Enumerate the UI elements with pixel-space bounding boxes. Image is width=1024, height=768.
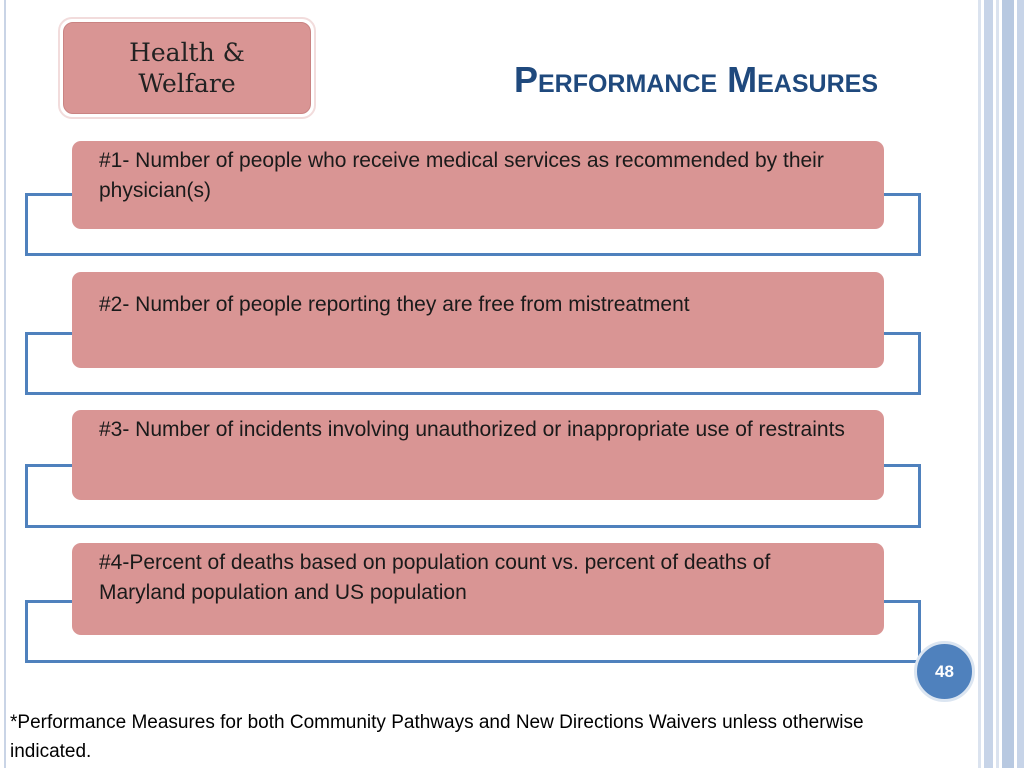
measure-card-2: #2- Number of people reporting they are … bbox=[72, 272, 884, 368]
measure-3-frame-cap-right bbox=[884, 464, 921, 467]
section-tag-label: Health & Welfare bbox=[129, 38, 245, 98]
measure-card-3: #3- Number of incidents involving unauth… bbox=[72, 410, 884, 500]
measure-2-frame-cap-right bbox=[884, 332, 921, 335]
measure-card-4: #4-Percent of deaths based on population… bbox=[72, 543, 884, 635]
measure-1-frame bbox=[25, 193, 921, 256]
measure-2-frame-cap-left bbox=[25, 332, 72, 335]
measure-1-frame-cap-left bbox=[25, 193, 72, 196]
left-border-rule bbox=[4, 0, 6, 768]
measure-4-text: #4-Percent of deaths based on population… bbox=[99, 551, 771, 604]
footnote: *Performance Measures for both Community… bbox=[10, 712, 864, 762]
right-decorative-stripes bbox=[978, 0, 1024, 768]
measure-1-frame-cap-right bbox=[884, 193, 921, 196]
slide-title: Performance Measures bbox=[513, 59, 878, 100]
measure-2-frame bbox=[25, 332, 921, 395]
measure-3-frame-cap-left bbox=[25, 464, 72, 467]
measure-3-frame bbox=[25, 464, 921, 528]
measure-card-1: #1- Number of people who receive medical… bbox=[72, 141, 884, 229]
page-number-badge: 48 bbox=[914, 641, 975, 702]
measure-1-text: #1- Number of people who receive medical… bbox=[99, 149, 824, 202]
section-tag: Health & Welfare bbox=[58, 17, 316, 119]
measure-2-text: #2- Number of people reporting they are … bbox=[99, 293, 690, 316]
measure-3-text: #3- Number of incidents involving unauth… bbox=[99, 418, 845, 441]
measure-4-frame-cap-left bbox=[25, 600, 72, 603]
measure-4-frame bbox=[25, 600, 921, 663]
section-tag-fill: Health & Welfare bbox=[63, 22, 311, 114]
page-number: 48 bbox=[935, 661, 954, 681]
measure-4-frame-cap-right bbox=[884, 600, 921, 603]
